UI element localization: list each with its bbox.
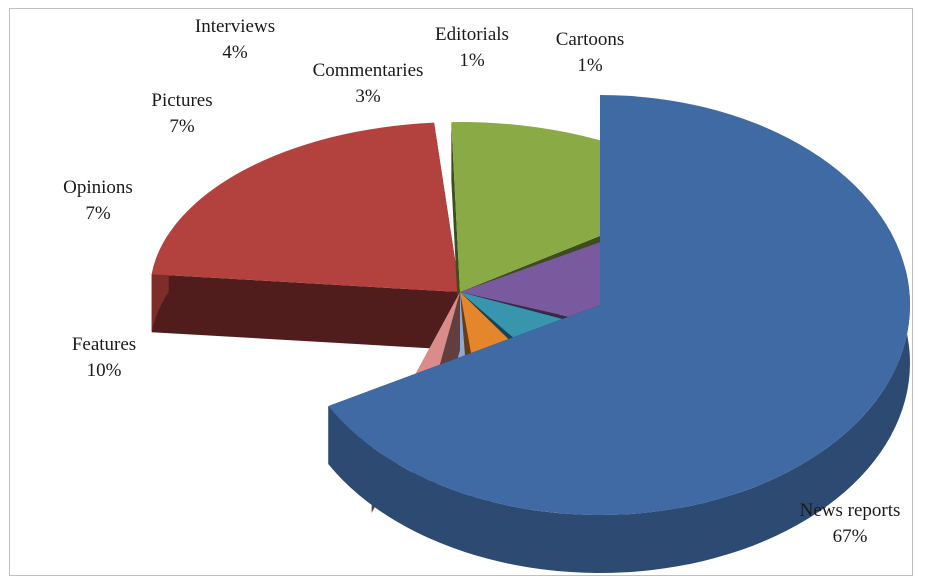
- slice-value-label: 67%: [833, 526, 868, 547]
- slice-label: Features: [72, 334, 136, 355]
- slices-group: [151, 95, 911, 574]
- slice-value-label: 4%: [222, 42, 248, 63]
- slice-top: [328, 95, 910, 515]
- slice-value-label: 10%: [87, 360, 122, 381]
- slice-label: Interviews: [195, 16, 275, 37]
- slice-label: Cartoons: [556, 29, 625, 50]
- pie-slice-features: [151, 122, 460, 350]
- slice-top: [151, 122, 460, 292]
- slice-value-label: 7%: [169, 116, 195, 137]
- pie-slice-news-reports: [328, 95, 911, 574]
- slice-label: Pictures: [151, 90, 212, 111]
- slice-rim: [328, 268, 911, 574]
- slice-wall: [451, 122, 460, 350]
- slice-value-label: 7%: [85, 203, 111, 224]
- slice-value-label: 1%: [459, 50, 485, 71]
- slice-label: Editorials: [435, 24, 509, 45]
- labels-group: News reports 67% Features 10% Opinions 7% Pict…: [63, 16, 900, 547]
- slice-value-label: 1%: [577, 55, 603, 76]
- slice-label: Opinions: [63, 177, 133, 198]
- slice-value-label: 3%: [355, 86, 381, 107]
- slice-label: News reports: [800, 500, 901, 521]
- slice-wall: [151, 274, 460, 350]
- slice-label: Commentaries: [313, 60, 424, 81]
